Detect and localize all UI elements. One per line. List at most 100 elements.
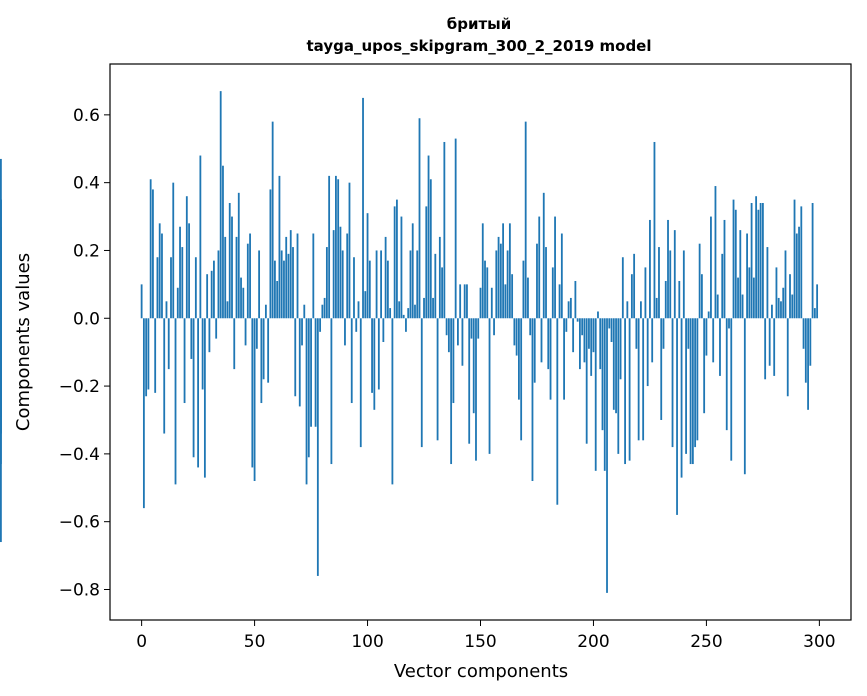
bar-173 bbox=[531, 318, 534, 481]
bar-73 bbox=[305, 318, 308, 485]
bar-168 bbox=[520, 318, 523, 441]
bar-189 bbox=[567, 301, 570, 319]
bar-122 bbox=[416, 250, 419, 319]
bar-207 bbox=[608, 318, 611, 329]
bar-129 bbox=[432, 297, 434, 319]
bar-290 bbox=[795, 233, 798, 319]
bar-64 bbox=[285, 236, 288, 319]
bar-238 bbox=[678, 280, 681, 319]
bar-99 bbox=[364, 291, 367, 319]
bar-210 bbox=[615, 318, 617, 414]
bar-256 bbox=[719, 318, 721, 376]
bar-83 bbox=[328, 175, 331, 319]
bar-130 bbox=[434, 253, 437, 319]
bar-285 bbox=[784, 250, 787, 319]
bar-196 bbox=[583, 318, 586, 363]
bar-undefined bbox=[0, 158, 2, 319]
bar-124 bbox=[420, 318, 423, 448]
bar-178 bbox=[542, 192, 545, 319]
bar-152 bbox=[484, 260, 486, 319]
bar-144 bbox=[466, 284, 468, 319]
bar-181 bbox=[549, 318, 552, 400]
bar-262 bbox=[732, 199, 735, 319]
bar-269 bbox=[748, 267, 751, 319]
bar-251 bbox=[707, 311, 710, 319]
bar-51 bbox=[255, 318, 258, 349]
bar-234 bbox=[669, 250, 672, 319]
bar-34 bbox=[217, 250, 220, 319]
bar-232 bbox=[664, 280, 667, 319]
bar-215 bbox=[626, 301, 629, 319]
bar-246 bbox=[696, 318, 699, 441]
y-axis-ticks: −0.8 −0.6 −0.4 −0.2 0.0 0.2 0.4 0.6 bbox=[59, 106, 110, 600]
bar-257 bbox=[721, 253, 724, 319]
x-tick-label: 50 bbox=[244, 632, 266, 652]
bar-148 bbox=[475, 318, 477, 461]
bar-116 bbox=[402, 314, 405, 319]
bar-171 bbox=[527, 277, 529, 319]
bar-162 bbox=[506, 250, 509, 319]
bar-186 bbox=[560, 233, 563, 319]
chart-title-line-1: бритый bbox=[447, 15, 512, 33]
bar-220 bbox=[637, 318, 640, 441]
bar-123 bbox=[418, 118, 421, 319]
bar-147 bbox=[472, 318, 475, 414]
bar-95 bbox=[355, 318, 358, 332]
plot-frame bbox=[109, 63, 852, 621]
x-tick-label: 0 bbox=[136, 632, 147, 652]
bar-7 bbox=[156, 257, 159, 319]
bar-151 bbox=[481, 223, 484, 319]
bar-8 bbox=[158, 223, 161, 319]
bar-159 bbox=[499, 243, 502, 319]
bar-25 bbox=[197, 318, 200, 468]
bar-194 bbox=[579, 318, 581, 370]
bar-20 bbox=[185, 196, 188, 319]
bar-136 bbox=[447, 318, 450, 353]
bar-132 bbox=[438, 236, 441, 319]
bar-82 bbox=[325, 247, 328, 319]
bar-249 bbox=[703, 318, 706, 414]
bar-200 bbox=[592, 318, 595, 353]
bar-227 bbox=[653, 141, 656, 319]
bar-166 bbox=[515, 318, 518, 356]
bar-117 bbox=[405, 318, 407, 332]
bar-128 bbox=[429, 179, 432, 319]
bar-9 bbox=[161, 233, 163, 319]
bar-261 bbox=[730, 318, 733, 461]
bar-46 bbox=[244, 318, 247, 346]
bar-255 bbox=[716, 294, 719, 319]
bar-59 bbox=[274, 260, 276, 319]
y-tick-label: 0.2 bbox=[73, 241, 100, 261]
bar-97 bbox=[359, 318, 362, 448]
bar-26 bbox=[199, 155, 202, 319]
bar-259 bbox=[725, 318, 728, 431]
bar-undefined bbox=[0, 318, 2, 417]
bar-179 bbox=[545, 247, 547, 319]
bar-41 bbox=[233, 318, 236, 370]
bar-165 bbox=[513, 318, 516, 346]
bar-125 bbox=[423, 297, 425, 319]
bar-16 bbox=[176, 287, 179, 319]
bar-115 bbox=[400, 216, 403, 319]
x-tick-label: 100 bbox=[351, 632, 383, 652]
bar-0 bbox=[140, 284, 143, 319]
bar-156 bbox=[493, 318, 495, 336]
bar-195 bbox=[581, 318, 584, 336]
bar-43 bbox=[237, 192, 240, 319]
bar-295 bbox=[807, 318, 809, 410]
bar-40 bbox=[231, 216, 233, 319]
bar-297 bbox=[811, 203, 814, 319]
bar-81 bbox=[323, 297, 326, 319]
bar-291 bbox=[798, 226, 800, 319]
bar-149 bbox=[477, 318, 480, 339]
bar-286 bbox=[786, 318, 789, 397]
bar-52 bbox=[258, 250, 261, 319]
bar-243 bbox=[689, 318, 692, 465]
bar-235 bbox=[671, 318, 674, 448]
bar-92 bbox=[348, 182, 351, 319]
bar-17 bbox=[179, 226, 181, 319]
bar-126 bbox=[425, 206, 428, 319]
y-tick-label: 0.4 bbox=[73, 174, 100, 194]
bar-48 bbox=[249, 233, 251, 319]
bar-153 bbox=[486, 267, 489, 319]
